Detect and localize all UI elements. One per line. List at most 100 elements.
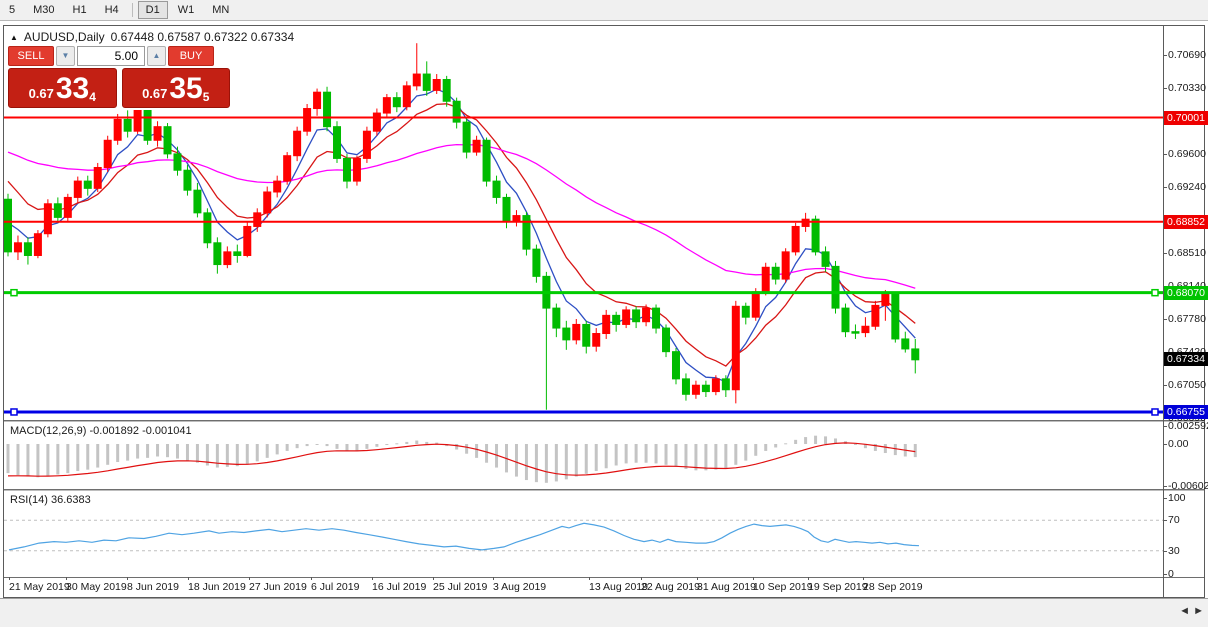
hline-handle[interactable]	[10, 408, 18, 416]
date-axis-tick	[863, 577, 864, 580]
macd-bar	[524, 444, 528, 481]
candle-body	[93, 166, 102, 189]
macd-bar	[325, 444, 329, 447]
macd-bar	[475, 444, 479, 458]
rsi-axis-label: 30	[1168, 545, 1180, 557]
panel-separator	[4, 577, 1204, 578]
candle-body	[33, 233, 42, 256]
hline-handle[interactable]	[1151, 288, 1159, 297]
candle-body	[522, 215, 531, 250]
timeframe-button-h4[interactable]: H4	[104, 4, 119, 16]
candle-body	[73, 180, 82, 198]
price-tick-label: 0.69240	[1168, 181, 1206, 193]
candle-body	[791, 225, 800, 253]
volume-decrease-button[interactable]: ▼	[56, 46, 75, 66]
tab-scroll-left-icon[interactable]: ◄	[1179, 605, 1191, 617]
hline-handle[interactable]	[1151, 408, 1159, 416]
macd-bar	[814, 435, 818, 444]
candle-body	[23, 242, 32, 256]
macd-bar	[16, 444, 20, 476]
hline-handle[interactable]	[10, 288, 18, 297]
macd-bar	[634, 444, 638, 463]
candle-body	[273, 180, 282, 193]
candle-body	[442, 78, 451, 102]
candle-body	[851, 331, 860, 334]
timeframe-button-5[interactable]: 5	[9, 4, 16, 16]
macd-bar	[136, 444, 140, 459]
macd-bar	[405, 441, 409, 444]
ohlc-readout: 0.67448 0.67587 0.67322 0.67334	[110, 30, 295, 44]
candle-body	[911, 348, 920, 361]
tab-scroll-right-icon[interactable]: ►	[1193, 605, 1204, 617]
macd-bar	[684, 444, 688, 469]
candle-body	[612, 314, 621, 325]
timeframe-button-h1[interactable]: H1	[72, 4, 87, 16]
candle-body	[532, 248, 541, 277]
sell-price-box[interactable]: 0.67 33 4	[8, 68, 117, 108]
candle-body	[143, 109, 152, 141]
macd-bar	[86, 444, 90, 470]
macd-bar	[56, 444, 60, 475]
candle-body	[891, 294, 900, 340]
timeframe-button-mn[interactable]: MN	[212, 4, 230, 16]
panel-separator[interactable]	[4, 489, 1204, 491]
buy-button[interactable]: BUY	[168, 46, 214, 66]
macd-bar	[26, 444, 30, 477]
macd-bar	[614, 444, 618, 466]
macd-bar	[534, 444, 538, 483]
candle-body	[861, 325, 870, 334]
macd-bar	[255, 444, 259, 462]
date-label: 25 Jul 2019	[433, 581, 488, 593]
macd-panel[interactable]	[4, 423, 1163, 489]
candle-body	[701, 384, 710, 393]
candle-body	[741, 305, 750, 318]
candle-body	[342, 157, 351, 182]
macd-bar	[345, 444, 349, 451]
sell-button[interactable]: SELL	[8, 46, 54, 66]
macd-bar	[375, 444, 379, 447]
price-axis-tick	[1163, 187, 1167, 188]
price-tick-label: 0.67050	[1168, 379, 1206, 391]
date-axis-tick	[493, 577, 494, 580]
collapse-icon[interactable]: ▲	[10, 32, 18, 42]
timeframe-button-d1[interactable]: D1	[137, 1, 168, 19]
macd-bar	[6, 444, 10, 474]
timeframe-button-w1[interactable]: W1	[177, 4, 195, 16]
panel-separator[interactable]	[4, 420, 1204, 422]
candle-body	[223, 251, 232, 266]
ma-line-slow	[7, 143, 916, 289]
candle-body	[761, 266, 770, 293]
date-label: 16 Jul 2019	[372, 581, 427, 593]
date-axis-tick	[372, 577, 373, 580]
date-axis-tick	[433, 577, 434, 580]
buy-price-box[interactable]: 0.67 35 5	[121, 68, 230, 108]
symbol-title: AUDUSD,Daily	[23, 30, 105, 44]
candle-body	[582, 323, 591, 347]
macd-bar	[784, 443, 788, 445]
price-tick-label: 0.69600	[1168, 148, 1206, 160]
candle-body	[153, 126, 162, 141]
volume-input[interactable]	[77, 46, 145, 66]
timeframe-button-m30[interactable]: M30	[33, 4, 55, 16]
macd-bar	[195, 444, 199, 463]
chevron-down-icon: ▼	[61, 51, 70, 60]
candle-body	[482, 139, 491, 182]
candle-body	[462, 121, 471, 153]
date-label: 31 Aug 2019	[697, 581, 756, 593]
volume-increase-button[interactable]: ▲	[147, 46, 166, 66]
date-label: 22 Aug 2019	[641, 581, 700, 593]
candle-body	[671, 351, 680, 380]
rsi-panel[interactable]	[4, 491, 1163, 577]
macd-bar	[604, 444, 608, 469]
date-label: 13 Aug 2019	[589, 581, 648, 593]
macd-bar	[544, 444, 548, 483]
date-axis[interactable]: 21 May 2019 30 May 2019 8 Jun 2019 18 Jun 2…	[4, 577, 1163, 597]
trade-controls-row: SELL ▼ ▲ BUY	[8, 46, 230, 66]
macd-bar	[425, 441, 429, 444]
macd-axis-label: 0.00	[1168, 438, 1189, 450]
main-chart[interactable]	[4, 26, 1163, 420]
macd-axis-label: 0.002592	[1168, 420, 1208, 432]
price-tick-label: 0.67780	[1168, 313, 1206, 325]
macd-bar	[883, 444, 887, 454]
price-axis-tick	[1163, 253, 1167, 254]
